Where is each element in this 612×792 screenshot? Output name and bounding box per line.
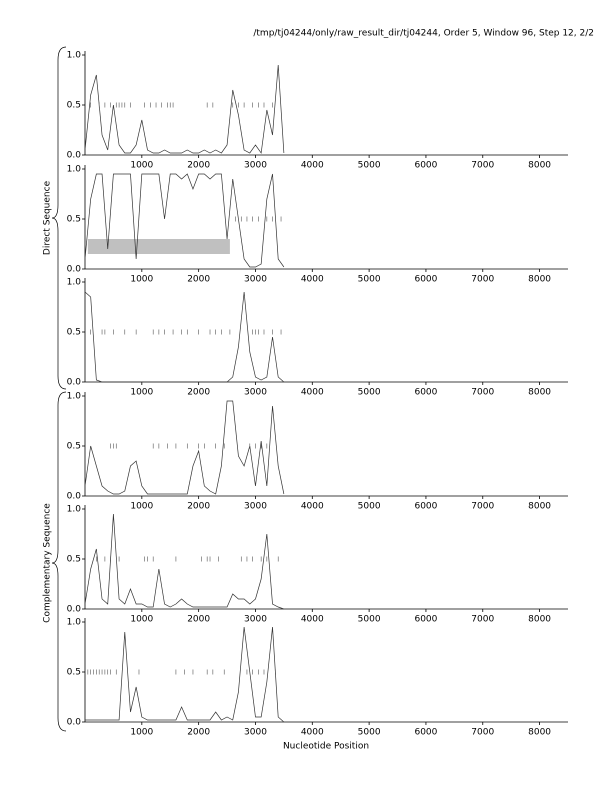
y-tick-label: 0.5: [67, 555, 81, 565]
x-tick-label: 8000: [528, 728, 551, 738]
x-tick-label: 8000: [528, 502, 551, 512]
x-tick-label: 2000: [187, 728, 210, 738]
x-tick-label: 3000: [244, 275, 267, 285]
x-tick-label: 3000: [244, 388, 267, 398]
y-tick-label: 1.0: [67, 165, 82, 175]
x-tick-label: 6000: [414, 615, 437, 625]
y-tick-label: 0.0: [67, 151, 82, 161]
y-tick-label: 0.0: [67, 718, 82, 728]
y-tick-label: 1.0: [67, 392, 82, 402]
x-tick-label: 5000: [358, 275, 381, 285]
x-tick-label: 4000: [301, 275, 324, 285]
x-tick-label: 3000: [244, 502, 267, 512]
y-tick-label: 1.0: [67, 618, 82, 628]
y-tick-label: 0.5: [67, 668, 81, 678]
x-tick-label: 1000: [130, 161, 153, 171]
x-tick-label: 5000: [358, 388, 381, 398]
x-tick-label: 3000: [244, 161, 267, 171]
x-tick-label: 2000: [187, 615, 210, 625]
y-tick-label: 0.5: [67, 215, 81, 225]
x-tick-label: 6000: [414, 161, 437, 171]
x-tick-label: 4000: [301, 161, 324, 171]
x-tick-label: 3000: [244, 728, 267, 738]
x-tick-label: 4000: [301, 728, 324, 738]
group-label: Complementary Sequence: [43, 503, 53, 623]
x-tick-label: 4000: [301, 502, 324, 512]
brace: [51, 46, 67, 390]
x-tick-label: 2000: [187, 275, 210, 285]
x-tick-label: 4000: [301, 388, 324, 398]
x-tick-label: 7000: [471, 502, 494, 512]
x-tick-label: 2000: [187, 388, 210, 398]
y-tick-label: 0.0: [67, 265, 82, 275]
x-tick-label: 6000: [414, 502, 437, 512]
x-tick-label: 2000: [187, 502, 210, 512]
x-tick-label: 1000: [130, 275, 153, 285]
x-tick-label: 2000: [187, 161, 210, 171]
x-tick-label: 4000: [301, 615, 324, 625]
line-series: [85, 626, 285, 723]
x-tick-label: 7000: [471, 615, 494, 625]
brace: [51, 391, 67, 732]
x-tick-label: 6000: [414, 388, 437, 398]
x-tick-label: 1000: [130, 615, 153, 625]
x-tick-label: 5000: [358, 615, 381, 625]
x-tick-label: 8000: [528, 388, 551, 398]
y-tick-label: 0.5: [67, 442, 81, 452]
y-tick-label: 0.0: [67, 492, 82, 502]
x-tick-label: 8000: [528, 161, 551, 171]
x-tick-label: 5000: [358, 728, 381, 738]
line-series: [84, 400, 285, 495]
y-tick-label: 0.5: [67, 101, 81, 111]
x-tick-label: 3000: [244, 615, 267, 625]
x-tick-label: 5000: [358, 161, 381, 171]
y-tick-label: 0.0: [67, 605, 82, 615]
line-series: [84, 64, 285, 154]
x-tick-label: 1000: [130, 728, 153, 738]
y-tick-label: 1.0: [67, 278, 82, 288]
highlight-region: [87, 239, 230, 254]
y-tick-label: 1.0: [67, 505, 82, 515]
x-tick-label: 6000: [414, 728, 437, 738]
x-tick-label: 6000: [414, 275, 437, 285]
y-tick-label: 0.5: [67, 328, 81, 338]
x-tick-label: 8000: [528, 275, 551, 285]
x-tick-label: 1000: [130, 502, 153, 512]
x-tick-label: 8000: [528, 615, 551, 625]
line-series: [84, 291, 285, 383]
y-tick-label: 0.0: [67, 378, 82, 388]
x-tick-label: 7000: [471, 388, 494, 398]
page-title: /tmp/tj04244/only/raw_result_dir/tj04244…: [253, 29, 594, 39]
group-label: Direct Sequence: [43, 180, 53, 255]
line-series: [84, 513, 284, 610]
x-tick-label: 7000: [471, 275, 494, 285]
line-series: [84, 173, 285, 268]
x-tick-label: 5000: [358, 502, 381, 512]
x-tick-label: 1000: [130, 388, 153, 398]
x-tick-label: 7000: [471, 728, 494, 738]
x-tick-label: 7000: [471, 161, 494, 171]
y-tick-label: 1.0: [67, 51, 82, 61]
x-axis-label: Nucleotide Position: [283, 742, 369, 752]
